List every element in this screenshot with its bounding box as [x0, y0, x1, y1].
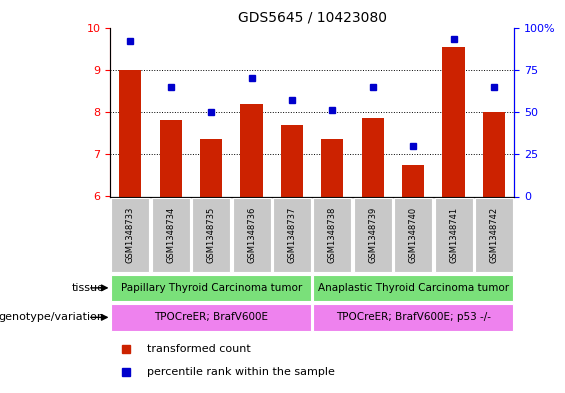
Text: TPOCreER; BrafV600E; p53 -/-: TPOCreER; BrafV600E; p53 -/- [336, 312, 490, 322]
Bar [119, 70, 141, 196]
FancyBboxPatch shape [314, 304, 513, 331]
Bar [483, 112, 505, 196]
Bar [321, 140, 344, 196]
FancyBboxPatch shape [354, 198, 392, 272]
FancyBboxPatch shape [152, 198, 190, 272]
Text: GSM1348740: GSM1348740 [408, 207, 418, 263]
Text: TPOCreER; BrafV600E: TPOCreER; BrafV600E [154, 312, 268, 322]
Bar [402, 165, 424, 196]
Bar [241, 104, 263, 196]
Text: GSM1348737: GSM1348737 [288, 207, 297, 263]
Text: percentile rank within the sample: percentile rank within the sample [146, 367, 334, 376]
Text: transformed count: transformed count [146, 344, 250, 354]
Title: GDS5645 / 10423080: GDS5645 / 10423080 [238, 11, 386, 25]
FancyBboxPatch shape [314, 275, 513, 301]
Text: genotype/variation: genotype/variation [0, 312, 105, 322]
Bar [160, 121, 182, 196]
FancyBboxPatch shape [314, 198, 351, 272]
Text: Anaplastic Thyroid Carcinoma tumor: Anaplastic Thyroid Carcinoma tumor [318, 283, 508, 293]
FancyBboxPatch shape [475, 198, 513, 272]
FancyBboxPatch shape [273, 198, 311, 272]
Text: GSM1348733: GSM1348733 [126, 207, 135, 263]
FancyBboxPatch shape [434, 198, 472, 272]
Text: GSM1348739: GSM1348739 [368, 207, 377, 263]
Text: tissue: tissue [72, 283, 105, 293]
Bar [281, 125, 303, 196]
Bar [442, 46, 464, 196]
FancyBboxPatch shape [111, 304, 311, 331]
Text: GSM1348734: GSM1348734 [166, 207, 175, 263]
FancyBboxPatch shape [111, 275, 311, 301]
FancyBboxPatch shape [394, 198, 432, 272]
Text: GSM1348738: GSM1348738 [328, 207, 337, 263]
Text: Papillary Thyroid Carcinoma tumor: Papillary Thyroid Carcinoma tumor [120, 283, 302, 293]
Text: GSM1348742: GSM1348742 [489, 207, 498, 263]
Text: GSM1348735: GSM1348735 [207, 207, 216, 263]
FancyBboxPatch shape [233, 198, 271, 272]
Bar [362, 118, 384, 196]
FancyBboxPatch shape [192, 198, 230, 272]
Bar [200, 140, 222, 196]
FancyBboxPatch shape [111, 198, 149, 272]
Text: GSM1348741: GSM1348741 [449, 207, 458, 263]
Text: GSM1348736: GSM1348736 [247, 207, 256, 263]
